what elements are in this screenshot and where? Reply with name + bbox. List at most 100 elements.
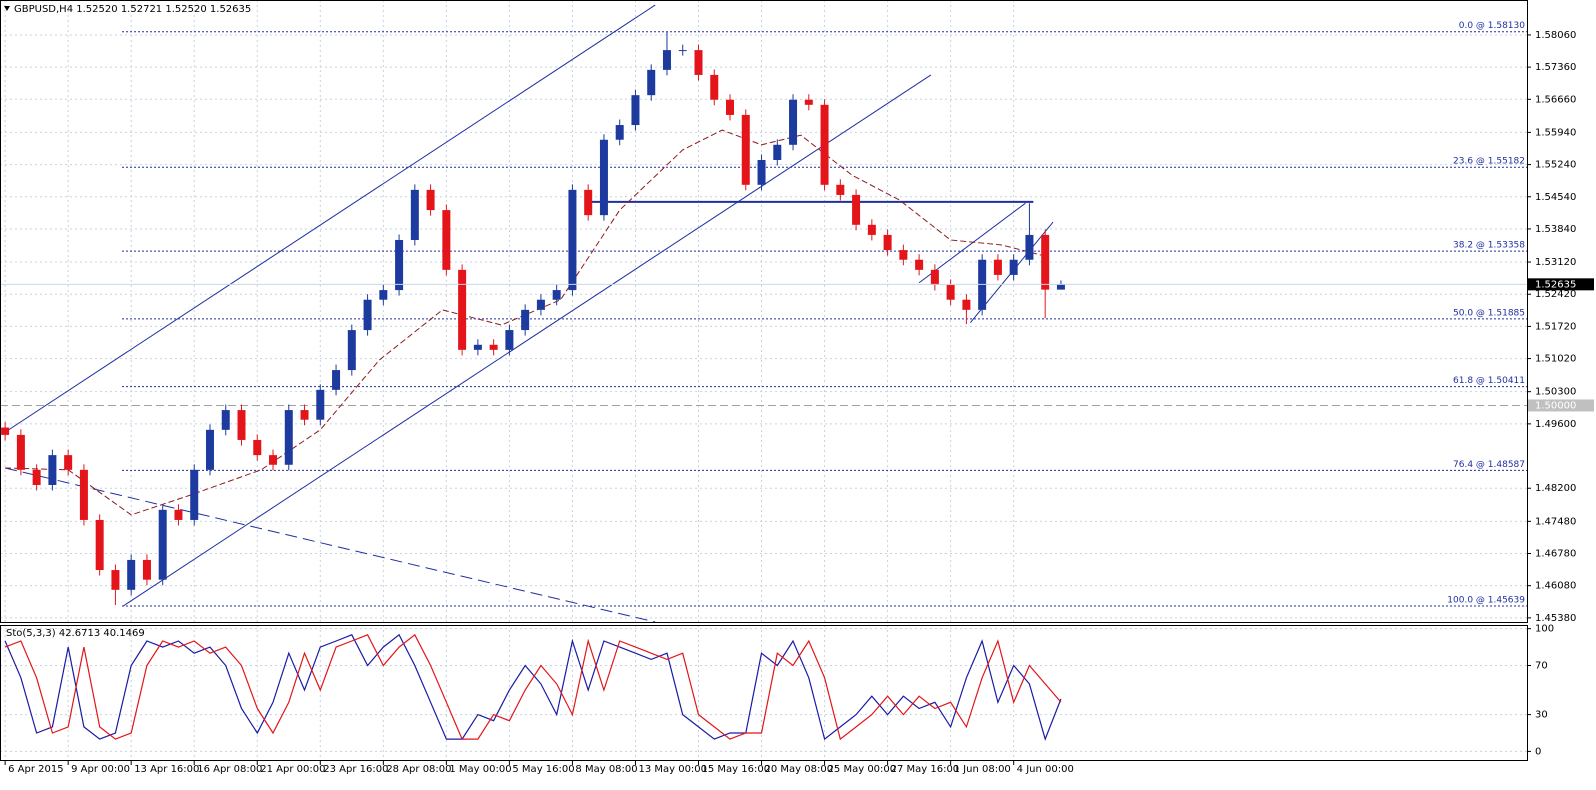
candle-body — [1, 427, 10, 435]
candle-body — [536, 299, 545, 310]
candle-body — [158, 509, 167, 580]
axes: 1.58060 1.57360 1.56660 1.55940 1.55240 1.545… — [4, 30, 1594, 775]
candle-body — [741, 114, 750, 185]
candle-body — [269, 455, 278, 465]
x-tick-label: 21 Apr 00:00 — [260, 764, 325, 775]
trendline — [5, 467, 656, 622]
candle-body — [426, 189, 435, 211]
y-tick-label: 1.51020 — [1535, 354, 1576, 365]
y-tick-label: 1.47480 — [1535, 516, 1576, 527]
candle-body — [48, 455, 57, 486]
y-tick-label: 1.56660 — [1535, 94, 1576, 105]
y-tick-label: 1.48200 — [1535, 483, 1576, 494]
y-tick-label: 100 — [1535, 624, 1554, 635]
candle-body — [253, 439, 262, 456]
indicator-name: Sto(5,3,3) — [6, 628, 56, 639]
candle-body — [930, 269, 939, 286]
candle-body — [584, 189, 593, 216]
chart-header: GBPUSD,H4 1.52520 1.52721 1.52520 1.5263… — [14, 4, 251, 15]
symbol: GBPUSD,H4 — [14, 4, 73, 15]
x-tick-label: 4 Jun 00:00 — [1017, 764, 1074, 775]
candle-body — [521, 309, 530, 331]
close-label: 1.52635 — [210, 4, 251, 15]
candle-body — [662, 50, 671, 70]
candle-body — [127, 559, 136, 590]
y-tick-label: 1.57360 — [1535, 62, 1576, 73]
candle-body — [631, 95, 640, 126]
candle-body — [347, 330, 356, 371]
candle-body — [379, 290, 388, 300]
candle-body — [363, 299, 372, 331]
main-plot: 0.0 @ 1.58130 23.6 @ 1.55182 38.2 @ 1.5335… — [1, 1, 1527, 622]
candle-body — [1041, 234, 1050, 290]
candle-body — [820, 104, 829, 185]
candle-body — [694, 50, 703, 75]
low-label: 1.52520 — [165, 4, 206, 15]
candle-body — [221, 410, 230, 430]
fib-label: 38.2 @ 1.53358 — [1453, 241, 1525, 251]
x-tick-label: 15 May 16:00 — [701, 764, 770, 775]
stochastic-line — [4, 633, 1062, 741]
x-tick-label: 27 May 16:00 — [891, 764, 960, 775]
y-tick-label: 1.54540 — [1535, 192, 1576, 203]
y-tick-label: 1.50300 — [1535, 387, 1576, 398]
candle-body — [678, 50, 687, 52]
candle-body — [552, 290, 561, 300]
candle-body — [615, 125, 624, 140]
candle-body — [300, 410, 309, 420]
candle-body — [726, 99, 735, 115]
y-tick-label: 1.45380 — [1535, 613, 1576, 624]
signal-value: 40.1469 — [103, 628, 144, 639]
current-price-box — [1528, 278, 1594, 291]
y-tick-label: 1.51720 — [1535, 321, 1576, 332]
candle-body — [458, 269, 467, 350]
candle-body — [773, 144, 782, 160]
candle-body — [316, 389, 325, 420]
candle-body — [915, 259, 924, 270]
candle-body — [16, 434, 25, 470]
x-tick-label: 23 Apr 16:00 — [323, 764, 388, 775]
candle-body — [473, 344, 482, 350]
y-tick-label: 1.46780 — [1535, 549, 1576, 560]
stochastic-line — [4, 633, 1062, 741]
y-tick-label: 1.53120 — [1535, 257, 1576, 268]
candle-body — [804, 99, 813, 105]
y-tick-label: 1.49600 — [1535, 419, 1576, 430]
candle-body — [32, 469, 41, 486]
candle-body — [852, 194, 861, 225]
candle-body — [1056, 284, 1065, 290]
x-tick-label: 25 May 00:00 — [828, 764, 897, 775]
candle-body — [599, 139, 608, 216]
fib-label: 76.4 @ 1.48587 — [1453, 460, 1525, 470]
trendline — [918, 202, 1026, 284]
candle-body — [789, 99, 798, 145]
candle-body — [111, 570, 120, 590]
fib-label: 23.6 @ 1.55182 — [1453, 157, 1525, 167]
candle-body — [993, 259, 1002, 275]
candle-body — [883, 234, 892, 251]
y-tick-label: 1.46080 — [1535, 581, 1576, 592]
y-tick-label: 1.55940 — [1535, 127, 1576, 138]
y-tick-label: 70 — [1535, 661, 1548, 672]
candle-body — [284, 410, 293, 465]
y-tick-label: 1.52420 — [1535, 289, 1576, 300]
high-label: 1.52721 — [121, 4, 162, 15]
candle-body — [395, 239, 404, 291]
candle-body — [962, 299, 971, 310]
y-tick-label: 1.53840 — [1535, 224, 1576, 235]
candle-body — [79, 469, 88, 520]
candle-body — [410, 189, 419, 240]
candle-body — [505, 330, 514, 350]
trendline — [123, 74, 932, 607]
stochastic-header: Sto(5,3,3) 42.6713 40.1469 — [6, 628, 145, 639]
fib-label: 61.8 @ 1.50411 — [1453, 376, 1525, 386]
candle-body — [867, 224, 876, 235]
title-arrow — [4, 6, 10, 11]
candle-body — [442, 210, 451, 270]
x-tick-label: 1 Jun 08:00 — [954, 764, 1011, 775]
fib-label: 100.0 @ 1.45639 — [1447, 595, 1525, 605]
fib-label: 0.0 @ 1.58130 — [1459, 21, 1526, 31]
level-label-box — [1528, 399, 1594, 412]
candle-body — [757, 159, 766, 185]
